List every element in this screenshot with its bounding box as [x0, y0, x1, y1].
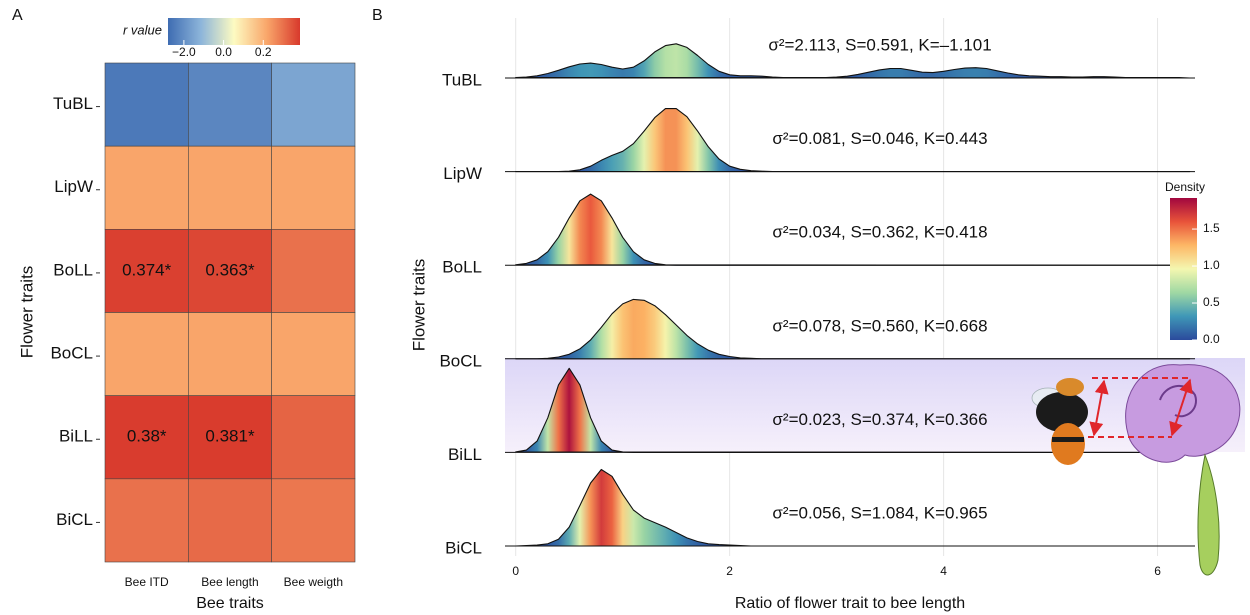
heatmap-cell	[271, 395, 356, 480]
heatmap-cell	[188, 312, 272, 396]
y-tick-label: LipW	[443, 164, 482, 183]
x-tick-label: 4	[940, 564, 947, 578]
heatmap-cell	[104, 145, 189, 230]
annotation: σ²=0.034, S=0.362, K=0.418	[772, 223, 987, 242]
bee-head	[1056, 378, 1084, 396]
y-tick-label: BiLL	[59, 427, 93, 446]
y-tick-label: BoLL	[53, 260, 93, 279]
annotation: σ²=0.023, S=0.374, K=0.366	[772, 410, 987, 429]
x-tick-label: 0	[512, 564, 519, 578]
value-label: 0.374*	[122, 260, 172, 279]
value-label: 0.381*	[205, 427, 255, 446]
y-tick-label: BoCL	[439, 351, 482, 370]
bee-flower-illustration	[1031, 364, 1241, 576]
y-tick-label: TuBL	[53, 94, 93, 113]
colorbar-tick-label: 0.0	[1203, 332, 1220, 346]
colorbar	[168, 18, 300, 45]
colorbar-tick-label: 0.2	[255, 45, 272, 59]
y-tick-label: BiCL	[56, 510, 93, 529]
heatmap-cell	[271, 312, 356, 396]
flower-pod	[1197, 453, 1220, 576]
colorbar-title: Density	[1165, 180, 1205, 194]
colorbar-tick-label: 1.5	[1203, 221, 1220, 235]
density-ridge	[515, 468, 1191, 547]
annotation: σ²=2.113, S=0.591, K=–1.101	[768, 35, 991, 54]
x-tick-label: Bee ITD	[125, 575, 169, 589]
heatmap-cell	[188, 395, 272, 480]
bee-abdomen	[1051, 423, 1085, 465]
heatmap-cell	[188, 229, 272, 313]
colorbar	[1170, 198, 1197, 340]
density-ridge	[515, 298, 1191, 360]
annotation: σ²=0.078, S=0.560, K=0.668	[772, 316, 987, 335]
heatmap: 0.374* 0.363* 0.38* 0.381* TuBL LipW BoLL BoCL B…	[50, 18, 356, 589]
colorbar-tick-label: 0.0	[215, 45, 232, 59]
density-ridge	[515, 367, 1191, 453]
y-tick-label: TuBL	[442, 70, 482, 89]
length-arrow	[1089, 379, 1109, 437]
heatmap-cell	[104, 229, 189, 313]
bee-stripe	[1052, 437, 1084, 442]
density-ridge	[515, 108, 1191, 173]
y-tick-label: BiCL	[445, 538, 482, 557]
value-label: 0.38*	[127, 427, 167, 446]
density-ridge	[515, 193, 1191, 266]
y-tick-label: LipW	[54, 177, 93, 196]
colorbar-tick-label: 0.5	[1203, 295, 1220, 309]
y-axis-title: Flower traits	[409, 259, 428, 352]
y-tick-label: BoLL	[442, 258, 482, 277]
y-axis-title: Flower traits	[17, 266, 36, 359]
annotation: σ²=0.056, S=1.084, K=0.965	[772, 503, 987, 522]
heatmap-cell	[104, 478, 189, 563]
x-axis-title: Ratio of flower trait to bee length	[735, 595, 965, 612]
x-tick-label: Bee weigth	[284, 575, 343, 589]
heatmap-cell	[271, 62, 356, 147]
heatmap-cell	[271, 229, 356, 313]
density-ridge	[515, 43, 1191, 79]
panel-label: B	[372, 7, 383, 24]
x-tick-label: 2	[726, 564, 733, 578]
y-tick-label: BoCL	[50, 344, 93, 363]
heatmap-cell	[104, 395, 189, 480]
colorbar-title: r value	[123, 22, 162, 37]
y-tick-label: BiLL	[448, 445, 482, 464]
heatmap-cell	[188, 145, 272, 230]
heatmap-cell	[271, 478, 356, 563]
ridgeline: 0 2 4 6 TuBL σ²=2.113, S=0.591, K=–1.101 LipW σ…	[439, 18, 1245, 578]
length-arrow	[1169, 378, 1193, 437]
x-tick-label: 6	[1154, 564, 1161, 578]
colorbar-tick-label: 1.0	[1203, 258, 1220, 272]
heatmap-cell	[188, 478, 272, 563]
annotation: σ²=0.081, S=0.046, K=0.443	[772, 129, 987, 148]
x-axis-title: Bee traits	[196, 595, 264, 612]
panel-label: A	[12, 7, 23, 24]
heatmap-cell	[104, 62, 189, 147]
colorbar-tick-label: −2.0	[172, 45, 196, 59]
value-label: 0.363*	[205, 260, 255, 279]
heatmap-cell	[188, 62, 272, 147]
heatmap-cell	[271, 145, 356, 230]
bee-thorax	[1036, 392, 1088, 432]
heatmap-cell	[104, 312, 189, 396]
x-tick-label: Bee length	[201, 575, 258, 589]
